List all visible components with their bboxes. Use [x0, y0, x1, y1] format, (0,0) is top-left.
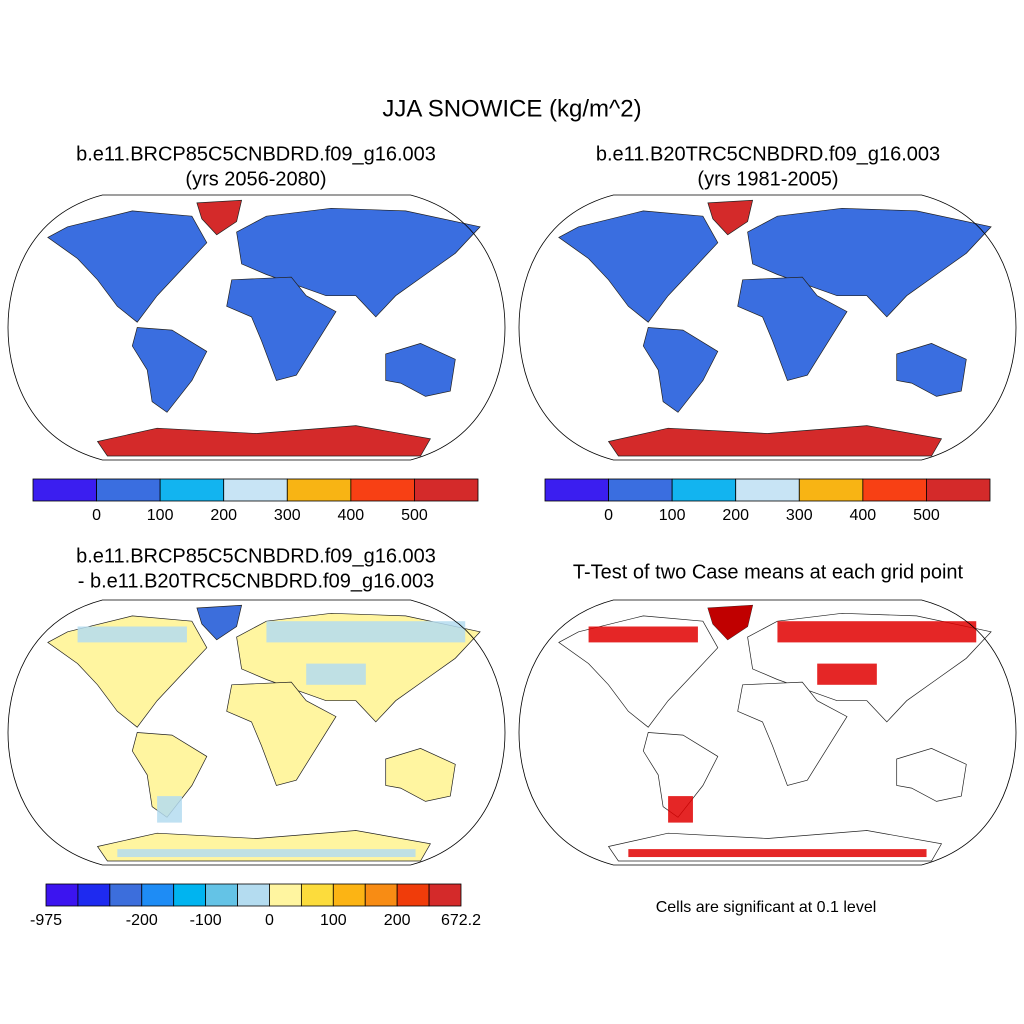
panel-title: (yrs 1981-2005)	[697, 168, 838, 190]
colorbar-label: 0	[604, 507, 613, 524]
colorbar-label: 0	[92, 507, 101, 524]
colorbar-box	[205, 883, 238, 907]
panel-title: b.e11.B20TRC5CNBDRD.f09_g16.003	[596, 143, 940, 165]
colorbar-label: 200	[384, 912, 411, 929]
colorbar-box	[300, 883, 334, 907]
colorbar-box	[862, 478, 927, 502]
snow-patch	[628, 849, 927, 858]
colorbar-box	[544, 478, 609, 502]
colorbar-box	[286, 478, 352, 502]
continent	[558, 615, 719, 728]
map-outline	[518, 194, 1017, 461]
colorbar-label: 100	[147, 507, 174, 524]
panel-title: b.e11.BRCP85C5CNBDRD.f09_g16.003	[76, 545, 436, 567]
colorbar-label: 500	[913, 507, 940, 524]
continent	[47, 615, 208, 728]
continent	[196, 199, 243, 236]
continent	[737, 681, 848, 786]
continent	[707, 199, 754, 236]
continent	[226, 276, 337, 381]
colorbar-label: 300	[786, 507, 813, 524]
map-outline	[518, 599, 1017, 866]
colorbar-label: 672.2	[441, 912, 481, 929]
map	[7, 194, 506, 461]
snow-patch	[157, 796, 182, 823]
colorbar-box	[77, 883, 111, 907]
continent	[642, 327, 719, 413]
colorbar-box	[32, 478, 97, 502]
figure-title: JJA SNOWICE (kg/m^2)	[382, 95, 641, 122]
panel-title: b.e11.BRCP85C5CNBDRD.f09_g16.003	[76, 143, 436, 165]
map	[7, 599, 506, 866]
snow-patch	[77, 626, 187, 643]
continent	[896, 748, 967, 802]
continent	[47, 210, 208, 323]
snow-patch	[817, 663, 877, 685]
continent	[196, 604, 243, 641]
colorbar-box	[109, 883, 143, 907]
colorbar-label: 100	[659, 507, 686, 524]
colorbar-box	[350, 478, 415, 502]
colorbar-box	[735, 478, 800, 502]
colorbar-box	[414, 478, 479, 502]
map-outline	[7, 599, 506, 866]
panel-title: (yrs 2056-2080)	[185, 168, 326, 190]
colorbar-box	[269, 883, 302, 907]
colorbar-label: -200	[126, 912, 158, 929]
colorbar-label: 100	[320, 912, 347, 929]
panel-title: - b.e11.B20TRC5CNBDRD.f09_g16.003	[78, 570, 434, 592]
colorbar-label: 300	[274, 507, 301, 524]
continent	[558, 210, 719, 323]
snow-patch	[266, 621, 466, 643]
snow-patch	[668, 796, 693, 823]
continent	[896, 343, 967, 397]
colorbar-box	[237, 883, 270, 907]
snow-patch	[707, 605, 753, 640]
colorbar-label: 200	[722, 507, 749, 524]
colorbar-box	[396, 883, 430, 907]
colorbar-box	[332, 883, 366, 907]
colorbar-box	[141, 883, 175, 907]
continent	[607, 425, 943, 457]
panel-title: T-Test of two Case means at each grid po…	[573, 561, 964, 583]
colorbar-label: 500	[401, 507, 428, 524]
colorbar-box	[428, 883, 462, 907]
snow-patch	[306, 663, 366, 685]
colorbar-label: 0	[265, 912, 274, 929]
colorbar-box	[159, 478, 225, 502]
continent	[385, 748, 456, 802]
colorbar-box	[96, 478, 161, 502]
colorbar-label: -100	[190, 912, 222, 929]
map	[518, 599, 1017, 866]
colorbar-box	[798, 478, 864, 502]
colorbar-label: 200	[210, 507, 237, 524]
snow-patch	[777, 621, 977, 643]
colorbar-label: 400	[338, 507, 365, 524]
continent	[385, 343, 456, 397]
colorbar-box	[671, 478, 737, 502]
colorbar-label: 400	[850, 507, 877, 524]
snow-patch	[117, 849, 416, 858]
continent	[737, 276, 848, 381]
snow-patch	[588, 626, 698, 643]
colorbar-box	[223, 478, 288, 502]
map	[518, 194, 1017, 461]
colorbar-box	[608, 478, 673, 502]
map-outline	[7, 194, 506, 461]
colorbar-box	[173, 883, 207, 907]
colorbar-box	[45, 883, 79, 907]
colorbar-box	[364, 883, 398, 907]
colorbar-box	[926, 478, 991, 502]
continent	[131, 327, 208, 413]
panel-note: Cells are significant at 0.1 level	[656, 899, 877, 916]
continent	[96, 425, 431, 457]
continent	[226, 681, 337, 786]
colorbar-label: -975	[30, 912, 62, 929]
